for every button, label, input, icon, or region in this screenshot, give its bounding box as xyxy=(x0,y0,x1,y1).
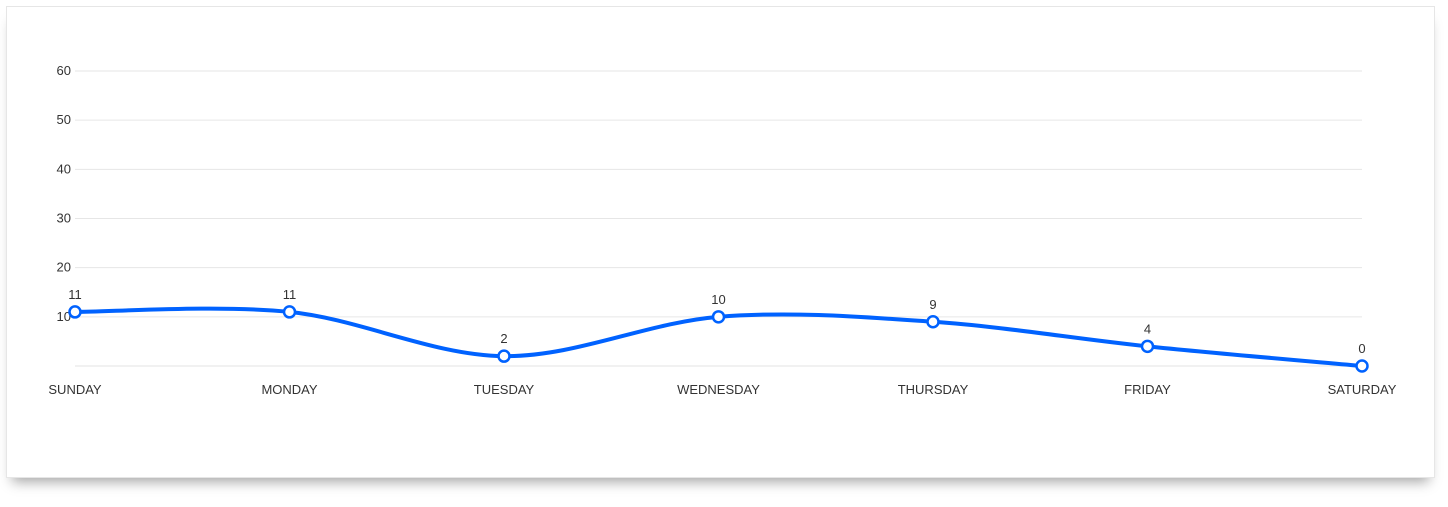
data-label: 10 xyxy=(711,292,725,307)
chart-card xyxy=(6,6,1435,478)
x-tick-label: THURSDAY xyxy=(898,382,969,397)
x-tick-label: MONDAY xyxy=(261,382,317,397)
y-tick-label: 50 xyxy=(57,112,71,127)
x-axis-labels: SUNDAY MONDAY TUESDAY WEDNESDAY THURSDAY FRID… xyxy=(48,382,1396,397)
data-point xyxy=(282,305,297,319)
data-point xyxy=(711,310,726,324)
data-point xyxy=(497,349,511,363)
data-point xyxy=(68,305,82,319)
data-points xyxy=(68,305,1369,373)
data-label: 9 xyxy=(929,297,936,312)
data-point xyxy=(1355,359,1369,373)
data-label: 0 xyxy=(1358,341,1365,356)
data-label: 11 xyxy=(68,287,82,302)
x-tick-label: FRIDAY xyxy=(1124,382,1171,397)
data-point xyxy=(1140,339,1155,354)
data-label: 2 xyxy=(500,331,507,346)
data-point xyxy=(926,315,940,329)
data-labels: 11 11 2 10 9 4 0 xyxy=(68,287,1365,356)
x-tick-label: SUNDAY xyxy=(48,382,102,397)
y-tick-label: 60 xyxy=(57,63,71,78)
y-tick-label: 40 xyxy=(57,161,71,176)
y-tick-label: 20 xyxy=(57,260,71,275)
y-tick-label: 10 xyxy=(57,309,71,324)
y-axis-ticks: 10 20 30 40 50 60 xyxy=(57,63,71,324)
x-tick-label: TUESDAY xyxy=(474,382,535,397)
y-tick-label: 30 xyxy=(57,211,71,226)
x-tick-label: WEDNESDAY xyxy=(677,382,760,397)
data-label: 11 xyxy=(283,287,297,302)
data-label: 4 xyxy=(1144,321,1151,336)
x-tick-label: SATURDAY xyxy=(1328,382,1397,397)
